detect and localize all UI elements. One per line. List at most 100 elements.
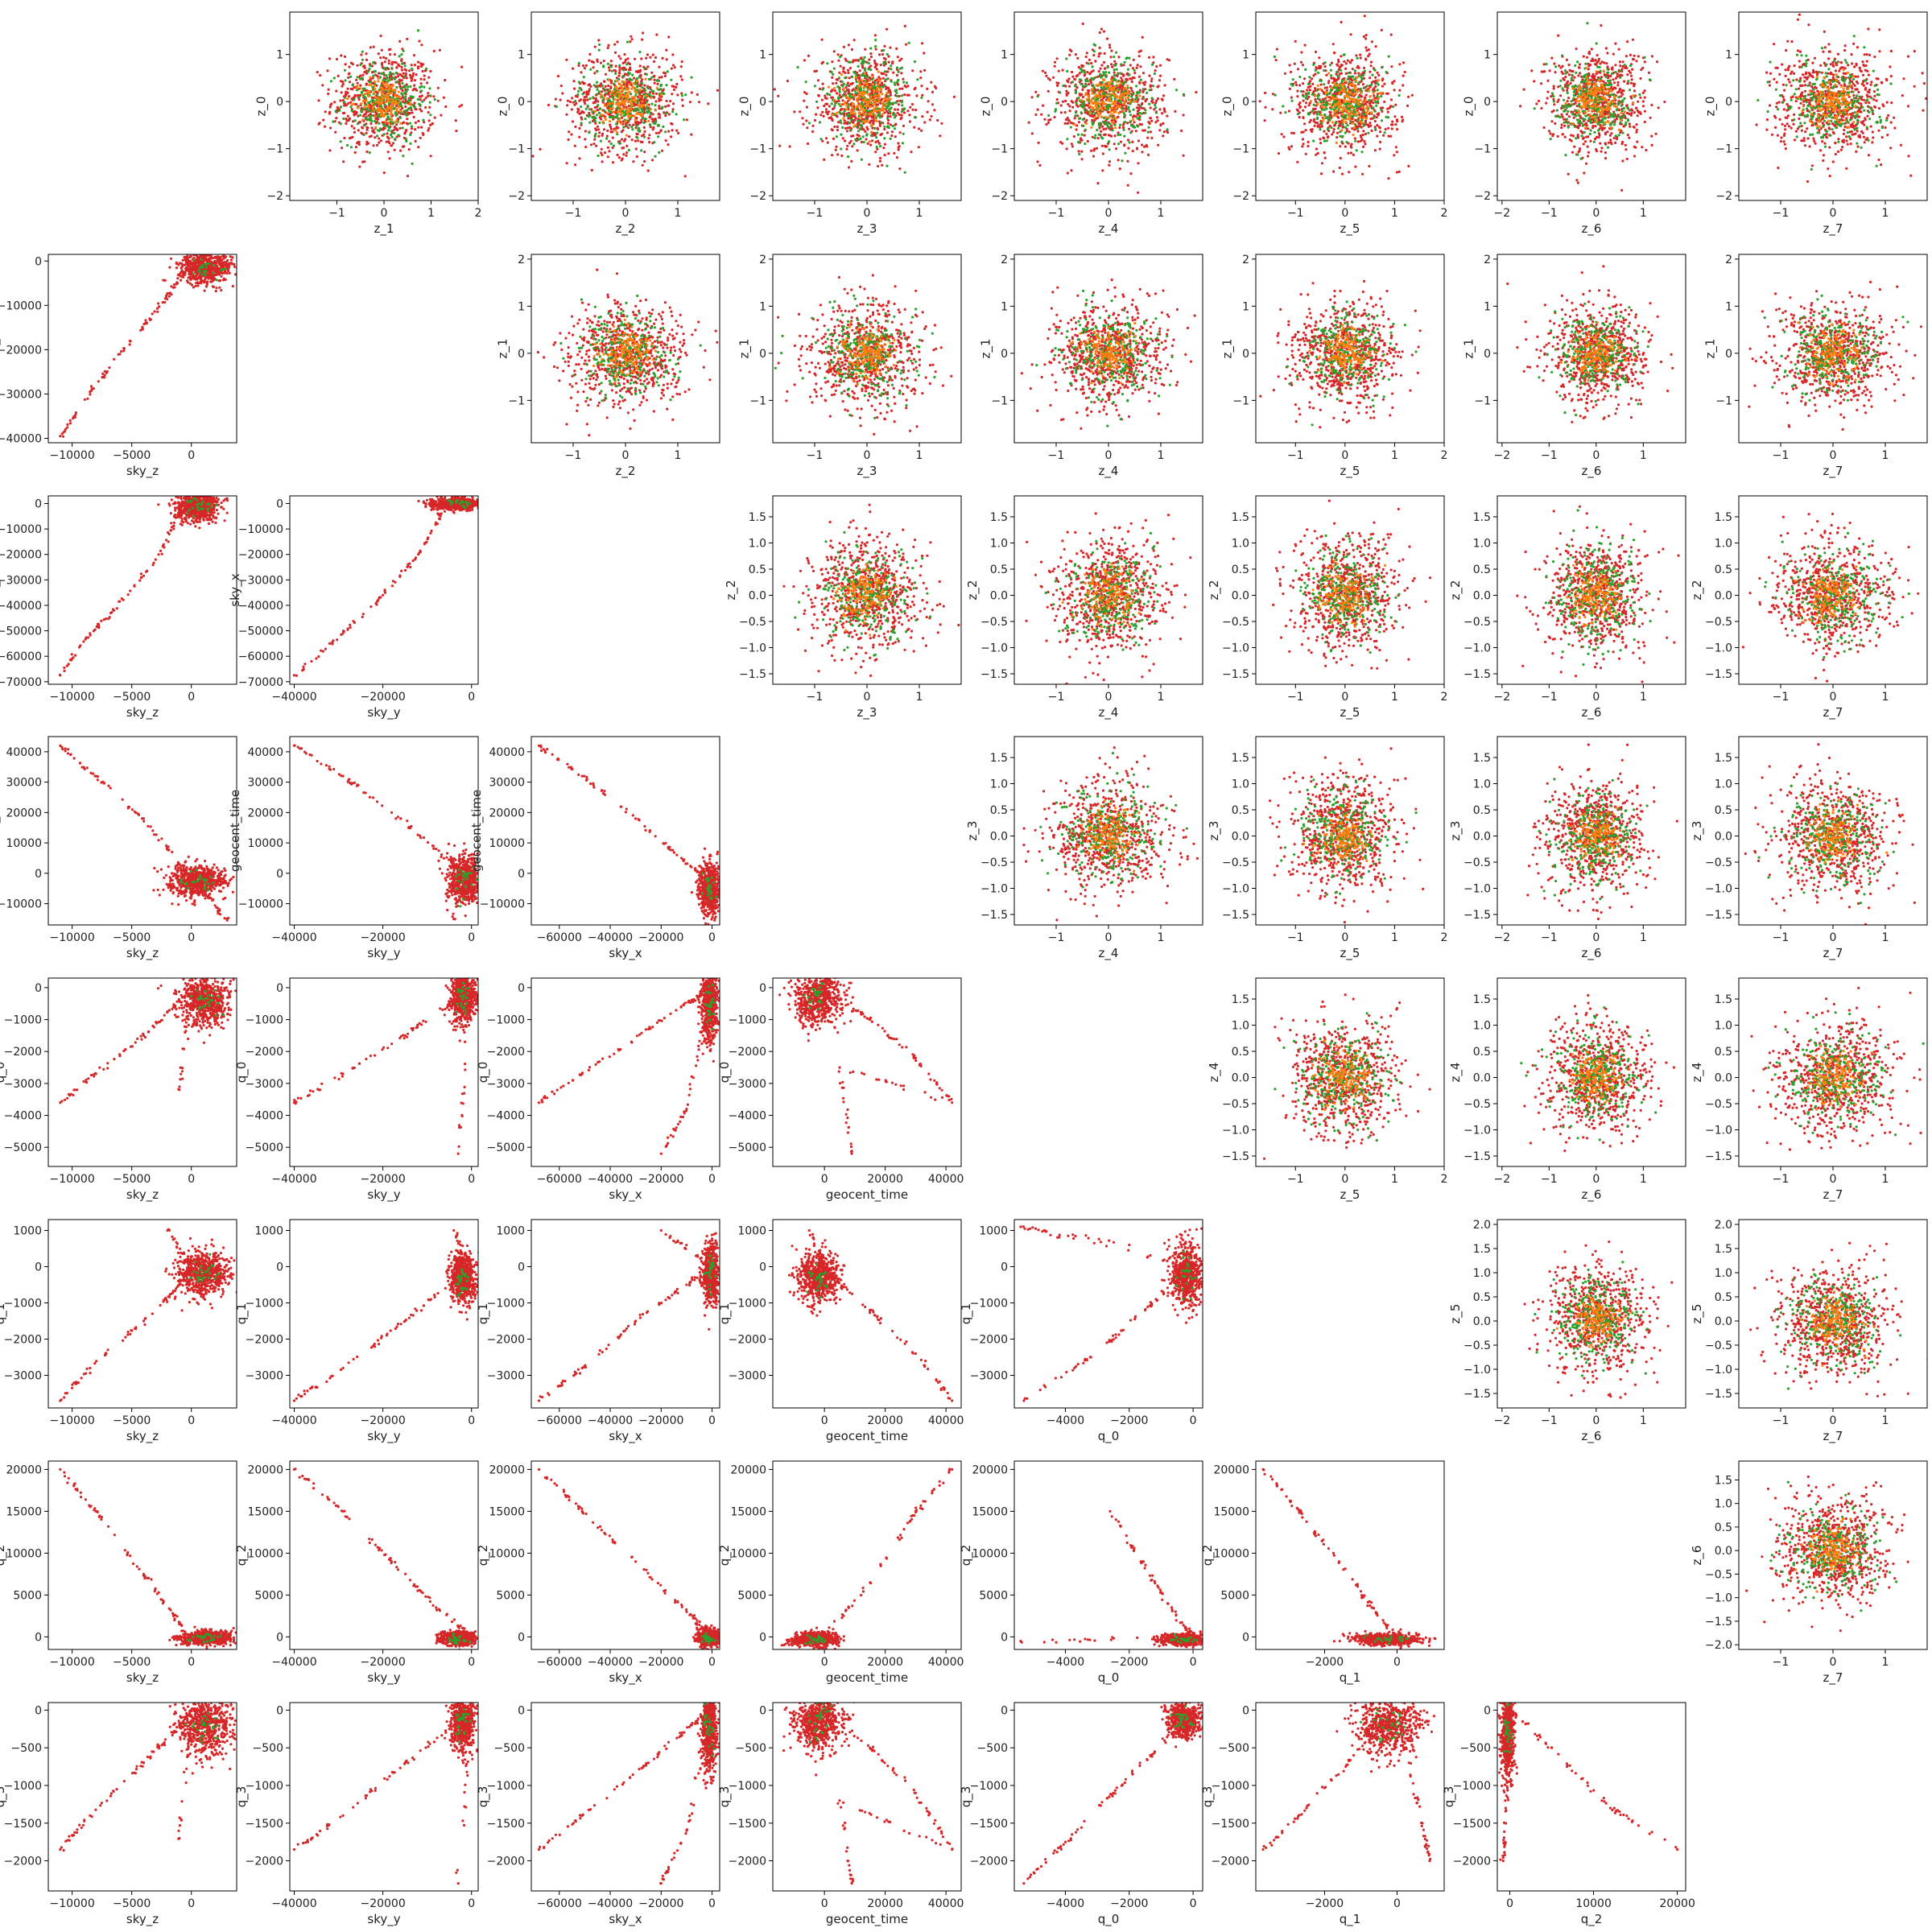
data-point (608, 140, 611, 143)
data-point (653, 75, 656, 78)
data-point (1312, 119, 1315, 122)
data-point (1296, 95, 1299, 98)
data-point (648, 134, 651, 137)
data-point (1111, 82, 1114, 85)
x-tick-label: −1 (328, 207, 345, 220)
data-point (886, 77, 890, 80)
data-point (567, 138, 570, 142)
data-point (1154, 103, 1157, 107)
data-point (635, 80, 639, 83)
data-point (886, 122, 890, 125)
data-point (359, 114, 362, 117)
data-point (855, 59, 858, 62)
data-point (871, 77, 874, 81)
data-point (840, 103, 843, 106)
data-point (880, 121, 883, 124)
data-point (607, 79, 610, 82)
data-point (387, 121, 390, 124)
data-point (1088, 83, 1091, 86)
data-point (894, 135, 897, 138)
data-point (635, 155, 638, 159)
data-point (1108, 87, 1112, 90)
data-point (1030, 96, 1034, 99)
data-point (321, 84, 324, 87)
data-point (379, 56, 382, 60)
data-point (634, 93, 638, 97)
data-point (879, 109, 882, 112)
data-point (1065, 93, 1068, 96)
data-point (1155, 99, 1158, 102)
data-point (887, 97, 890, 100)
data-point (1088, 101, 1091, 105)
data-point (1100, 90, 1104, 93)
data-point (1290, 131, 1294, 134)
data-point (1135, 66, 1138, 69)
data-point (357, 96, 361, 99)
data-point (1325, 73, 1328, 76)
data-point (409, 95, 412, 98)
data-point (1370, 40, 1373, 43)
data-point (1381, 85, 1384, 88)
data-point (1100, 86, 1103, 89)
x-tick-label: −1 (1048, 207, 1065, 220)
data-point (348, 80, 352, 84)
data-point (1129, 100, 1132, 103)
data-point (830, 89, 833, 93)
data-point (894, 83, 897, 86)
data-point (413, 87, 416, 90)
data-point (844, 71, 847, 74)
data-point (658, 107, 661, 110)
data-point (1113, 85, 1116, 89)
data-point (1102, 78, 1106, 82)
data-point (611, 106, 614, 109)
data-point (1103, 122, 1106, 125)
data-point (592, 60, 596, 64)
data-point (1362, 35, 1365, 39)
data-point (1115, 89, 1119, 93)
data-point (663, 74, 667, 78)
data-point (887, 152, 890, 155)
data-point (1112, 92, 1115, 95)
data-point (588, 111, 591, 115)
data-point (898, 114, 901, 117)
data-point (908, 120, 912, 123)
data-point (871, 80, 874, 84)
data-point (1144, 88, 1147, 91)
data-point (1374, 85, 1377, 89)
data-point (1385, 92, 1389, 95)
data-point (374, 120, 377, 123)
data-point (1302, 77, 1307, 80)
data-point (379, 101, 382, 104)
data-point (614, 64, 617, 68)
data-point (423, 98, 426, 101)
data-point (333, 101, 336, 104)
data-point (871, 126, 874, 130)
data-point (1045, 122, 1048, 126)
data-point (416, 97, 419, 101)
data-point (1141, 129, 1145, 132)
data-point (395, 119, 398, 122)
data-point (588, 131, 591, 134)
data-point (1081, 88, 1084, 91)
data-point (609, 108, 612, 111)
data-point (811, 124, 815, 127)
data-point (877, 142, 881, 145)
data-point (1073, 78, 1076, 81)
data-point (400, 105, 403, 108)
data-point (915, 94, 919, 97)
data-point (1129, 120, 1133, 123)
data-point (361, 126, 364, 130)
data-point (881, 93, 884, 96)
data-point (849, 110, 852, 114)
data-point (1093, 97, 1097, 100)
data-point (886, 100, 889, 103)
data-point (1096, 147, 1099, 150)
data-point (1319, 64, 1323, 68)
data-point (1059, 141, 1063, 144)
data-point (863, 60, 866, 63)
data-point (901, 87, 904, 90)
data-point (386, 115, 390, 119)
data-point (597, 48, 601, 52)
data-point (1088, 58, 1091, 61)
